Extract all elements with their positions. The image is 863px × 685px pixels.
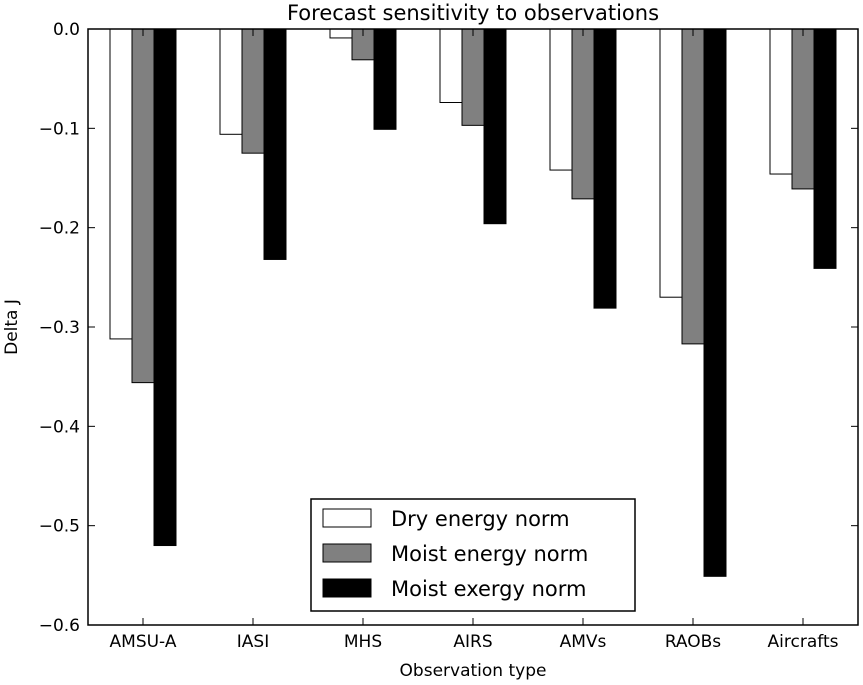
- x-tick-label: AIRS: [453, 632, 492, 652]
- bar-iasi-moist-energy-norm: [241, 28, 265, 154]
- y-tick-label: −0.2: [39, 219, 80, 239]
- bar-amvs-dry-energy-norm: [549, 28, 573, 171]
- x-tick-label: Aircrafts: [768, 632, 839, 652]
- x-axis-title: Observation type: [400, 661, 547, 681]
- bar-amvs-moist-exergy-norm: [593, 28, 617, 309]
- legend-label-moist-energy-norm: Moist energy norm: [391, 542, 588, 566]
- x-tick-label: AMVs: [560, 632, 607, 652]
- bar-amsu-a-moist-exergy-norm: [153, 28, 177, 547]
- y-tick-label: −0.4: [39, 417, 80, 437]
- bars-layer: [109, 28, 837, 577]
- y-tick-label: −0.3: [39, 318, 80, 338]
- legend-swatch-dry-energy-norm: [322, 508, 372, 528]
- bar-iasi-dry-energy-norm: [219, 28, 243, 135]
- bar-mhs-moist-exergy-norm: [373, 28, 397, 130]
- bar-aircrafts-dry-energy-norm: [769, 28, 793, 175]
- bar-amsu-a-moist-energy-norm: [131, 28, 155, 384]
- bar-airs-moist-energy-norm: [461, 28, 485, 126]
- legend-swatch-moist-energy-norm: [322, 543, 372, 563]
- bar-aircrafts-moist-energy-norm: [791, 28, 815, 190]
- legend-label-moist-exergy-norm: Moist exergy norm: [391, 577, 586, 601]
- legend-swatch-moist-exergy-norm: [322, 578, 372, 598]
- chart-title: Forecast sensitivity to observations: [287, 1, 659, 25]
- bar-aircrafts-moist-exergy-norm: [813, 28, 837, 269]
- x-tick-label: AMSU-A: [110, 632, 177, 652]
- bar-airs-moist-exergy-norm: [483, 28, 507, 225]
- y-tick-label: −0.6: [39, 616, 80, 636]
- y-tick-label: −0.5: [39, 517, 80, 537]
- bar-raobs-dry-energy-norm: [659, 28, 683, 298]
- bar-raobs-moist-energy-norm: [681, 28, 705, 345]
- bar-airs-dry-energy-norm: [439, 28, 463, 104]
- x-tick-label: IASI: [237, 632, 269, 652]
- y-axis-title: Delta J: [2, 299, 22, 355]
- ticks-layer: 0.0 −0.1 −0.2 −0.3 −0.4 −0.5 −0.6 AMSU-A IASI MHS…: [39, 20, 858, 652]
- x-tick-label: MHS: [344, 632, 382, 652]
- x-tick-label: RAOBs: [665, 632, 721, 652]
- bar-iasi-moist-exergy-norm: [263, 28, 287, 260]
- legend: Dry energy norm Moist energy norm Moist ex…: [310, 498, 636, 612]
- bar-amsu-a-dry-energy-norm: [109, 28, 133, 340]
- bar-raobs-moist-exergy-norm: [703, 28, 727, 577]
- bar-amvs-moist-energy-norm: [571, 28, 595, 200]
- legend-label-dry-energy-norm: Dry energy norm: [391, 507, 570, 531]
- y-tick-label: −0.1: [39, 119, 80, 139]
- bar-mhs-dry-energy-norm: [329, 28, 353, 39]
- y-tick-label: 0.0: [53, 20, 80, 40]
